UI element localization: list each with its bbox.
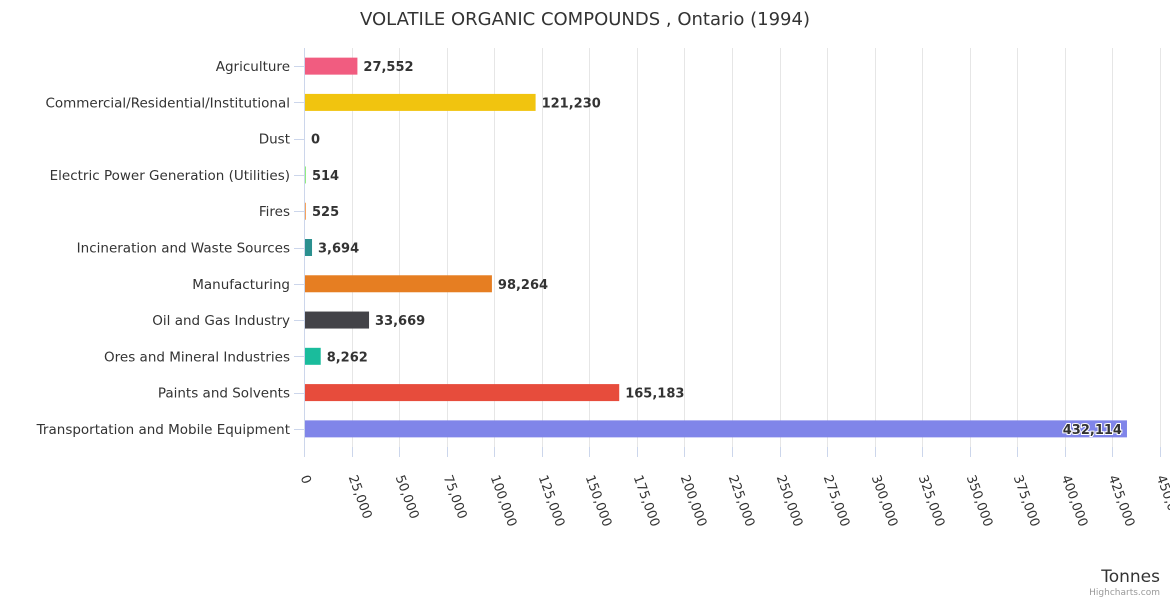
x-tick-label: 75,000 [440,473,470,521]
x-tick-label: 100,000 [487,473,519,529]
data-label: 525 [312,205,339,220]
data-label: 3,694 [318,242,359,257]
category-label: Paints and Solvents [158,386,290,402]
data-label: 432,114 [1063,423,1122,438]
grid-lines [304,48,1161,447]
x-tick-label: 325,000 [915,473,947,529]
category-label: Manufacturing [192,277,290,293]
category-label: Incineration and Waste Sources [77,241,290,257]
category-label: Electric Power Generation (Utilities) [50,168,290,184]
data-label: 8,262 [327,350,368,365]
x-axis-ticks: 0 25,000 50,000 75,000 100,000 125,000 150,000… [297,447,1170,529]
credits-link[interactable]: Highcharts.com [1089,588,1160,598]
x-tick-label: 50,000 [392,473,422,521]
x-tick-label: 425,000 [1105,473,1137,529]
bars [305,57,1127,438]
bar[interactable] [305,57,358,75]
chart-title: VOLATILE ORGANIC COMPOUNDS , Ontario (19… [360,9,810,30]
data-label: 33,669 [375,314,425,329]
bar[interactable] [305,311,370,329]
category-label: Ores and Mineral Industries [104,349,290,365]
x-tick-label: 350,000 [963,473,995,529]
category-label: Agriculture [216,59,290,75]
bar[interactable] [305,166,306,184]
category-labels: Agriculture Commercial/Residential/Instit… [36,59,304,438]
x-tick-label: 375,000 [1010,473,1042,529]
bar[interactable] [305,275,492,293]
data-label: 98,264 [498,278,548,293]
bar[interactable] [305,202,306,220]
category-label: Oil and Gas Industry [152,313,290,329]
category-label: Fires [259,204,290,220]
x-tick-label: 150,000 [582,473,614,529]
bar[interactable] [305,384,620,402]
data-label: 0 [311,133,320,148]
x-tick-label: 200,000 [677,473,709,529]
x-axis-title: Tonnes [1100,567,1160,587]
x-tick-label: 225,000 [725,473,757,529]
x-tick-label: 400,000 [1058,473,1090,529]
x-tick-label: 450,000 [1153,473,1170,529]
data-label: 27,552 [363,60,413,75]
x-tick-label: 0 [297,473,314,486]
x-tick-label: 275,000 [820,473,852,529]
category-label: Transportation and Mobile Equipment [36,422,290,438]
bar[interactable] [305,239,313,256]
category-label: Dust [259,132,290,148]
bar[interactable] [305,347,321,365]
category-label: Commercial/Residential/Institutional [45,95,290,111]
bar[interactable] [305,93,536,111]
data-label: 514 [312,169,339,184]
bar[interactable] [305,420,1127,438]
data-labels: 27,552 121,230 0 514 525 3,694 98,264 33,669 8,2… [311,60,1123,439]
x-tick-label: 25,000 [345,473,375,521]
data-label: 165,183 [625,387,684,402]
x-tick-label: 125,000 [535,473,567,529]
x-tick-label: 250,000 [773,473,805,529]
x-tick-label: 175,000 [630,473,662,529]
data-label: 121,230 [542,96,601,111]
x-tick-label: 300,000 [868,473,900,529]
